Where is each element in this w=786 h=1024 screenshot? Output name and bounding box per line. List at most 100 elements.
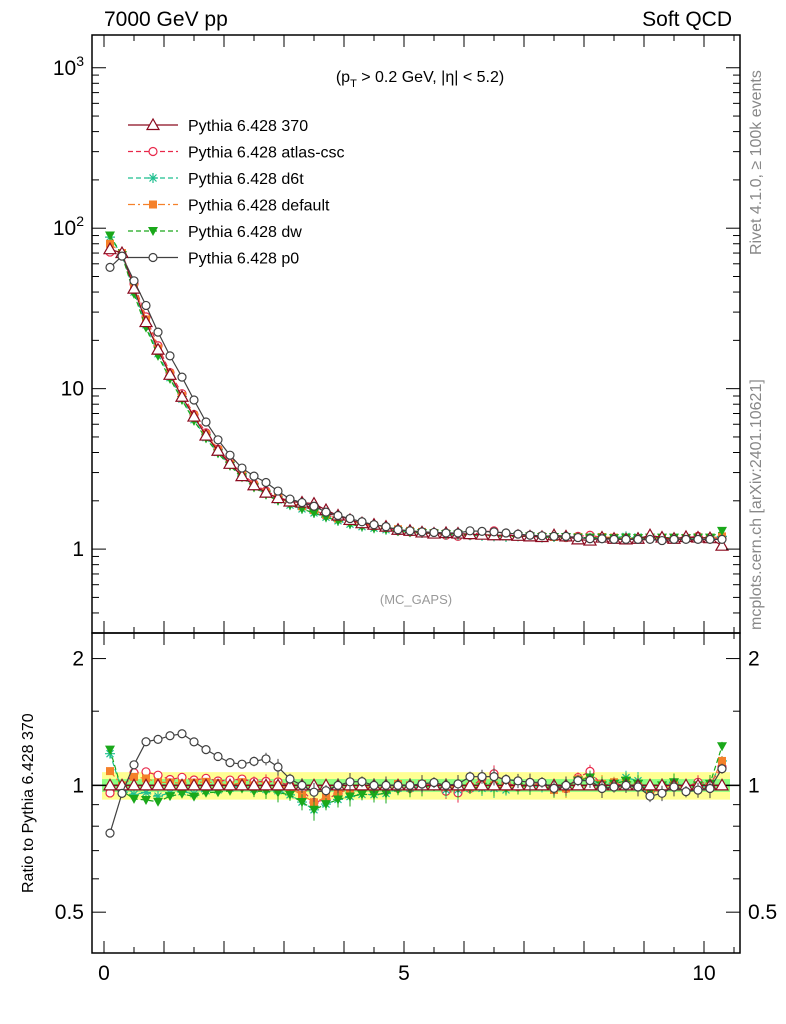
legend-label-dw: Pythia 6.428 dw bbox=[188, 224, 302, 241]
ratio-point-p370 bbox=[474, 778, 490, 791]
data-point-p0 bbox=[693, 534, 703, 544]
data-point-p0 bbox=[309, 501, 319, 511]
data-point-p0 bbox=[513, 529, 523, 539]
ratio-point-dw bbox=[165, 792, 175, 802]
data-point-p370 bbox=[102, 241, 118, 255]
data-point-p0 bbox=[297, 497, 307, 508]
data-point-p0 bbox=[393, 525, 403, 535]
data-point-p370 bbox=[174, 389, 190, 402]
data-point-p370 bbox=[162, 367, 178, 380]
legend-marker-dw bbox=[148, 227, 158, 236]
ratio-plot-frame bbox=[91, 632, 741, 954]
data-point-p0 bbox=[453, 528, 463, 538]
ratio-point-p0 bbox=[525, 777, 535, 787]
ratio-point-dw bbox=[273, 788, 283, 798]
data-point-p0 bbox=[717, 534, 727, 544]
ratio-point-p0 bbox=[129, 760, 139, 770]
ratio-ytick-label: 1 bbox=[72, 774, 84, 797]
data-point-dw bbox=[717, 526, 727, 536]
series-line-atlas_csc bbox=[109, 251, 723, 541]
data-point-p0 bbox=[213, 435, 223, 445]
ratio-point-p0 bbox=[369, 780, 379, 790]
data-point-p0 bbox=[705, 534, 715, 544]
ratio-point-p0 bbox=[513, 776, 523, 786]
xtick-label: 0 bbox=[98, 962, 110, 985]
ratio-point-p370 bbox=[462, 778, 478, 791]
ratio-point-p0 bbox=[285, 774, 295, 784]
data-point-p0 bbox=[525, 530, 535, 540]
data-point-p0 bbox=[321, 507, 331, 517]
ratio-point-p0 bbox=[393, 780, 403, 790]
header-right-label: Soft QCD bbox=[642, 8, 732, 31]
ratio-point-p0 bbox=[117, 788, 127, 798]
data-point-p0 bbox=[501, 528, 511, 538]
data-point-p0 bbox=[177, 372, 187, 382]
data-point-p0 bbox=[105, 262, 115, 272]
ratio-point-p0 bbox=[597, 783, 607, 794]
ratio-point-p370 bbox=[222, 778, 238, 791]
data-point-p0 bbox=[681, 534, 691, 544]
ratio-line-dw bbox=[109, 746, 723, 811]
legend-item-d6t: Pythia 6.428 d6t bbox=[128, 171, 304, 188]
ratio-point-p370 bbox=[270, 778, 286, 791]
ratio-point-p0 bbox=[477, 772, 487, 782]
data-point-p0 bbox=[633, 534, 643, 544]
ratio-point-p370 bbox=[198, 778, 214, 791]
ratio-point-p0 bbox=[201, 745, 211, 755]
main-ytick-label: 1 bbox=[72, 538, 84, 561]
data-point-p0 bbox=[189, 395, 199, 405]
data-point-p0 bbox=[153, 327, 163, 337]
ratio-point-p0 bbox=[657, 788, 667, 798]
ratio-point-p0 bbox=[681, 787, 691, 797]
ratio-point-p370 bbox=[138, 778, 154, 791]
ratio-point-p0 bbox=[249, 756, 259, 767]
data-point-p0 bbox=[285, 494, 295, 504]
ratio-point-dw bbox=[369, 790, 379, 800]
ratio-point-p0 bbox=[177, 729, 187, 739]
ratio-point-p0 bbox=[501, 774, 511, 785]
series-atlas_csc bbox=[105, 247, 727, 544]
xtick-label: 10 bbox=[692, 962, 715, 985]
ratio-point-p0 bbox=[105, 828, 115, 838]
data-point-p370 bbox=[138, 314, 154, 328]
ratio-point-dw bbox=[105, 745, 115, 755]
legend-label-d6t: Pythia 6.428 d6t bbox=[188, 171, 304, 188]
ratio-point-p0 bbox=[549, 783, 559, 793]
data-point-p370 bbox=[210, 443, 226, 456]
plot-frames bbox=[91, 34, 741, 954]
data-point-p0 bbox=[141, 300, 151, 311]
data-point-p0 bbox=[621, 534, 631, 544]
data-point-p0 bbox=[585, 534, 595, 544]
data-point-p0 bbox=[129, 276, 139, 286]
ratio-point-p0 bbox=[273, 762, 283, 772]
ratio-point-p0 bbox=[465, 772, 475, 782]
ratio-point-dw bbox=[309, 805, 319, 815]
data-point-p0 bbox=[117, 251, 127, 261]
series-line-d6t bbox=[109, 236, 723, 539]
data-point-dw bbox=[105, 231, 115, 241]
legend-item-p0: Pythia 6.428 p0 bbox=[128, 251, 299, 268]
data-point-p0 bbox=[261, 477, 271, 488]
analysis-watermark: (MC_GAPS) bbox=[380, 592, 452, 607]
ratio-point-p370 bbox=[282, 778, 298, 791]
legend-marker-default bbox=[149, 200, 157, 209]
ratio-point-p0 bbox=[609, 782, 619, 792]
ratio-point-p0 bbox=[561, 780, 571, 790]
ratio-point-dw bbox=[141, 796, 151, 806]
data-point-p0 bbox=[357, 517, 367, 527]
ratio-series-p0 bbox=[105, 729, 727, 838]
data-point-p370 bbox=[150, 342, 166, 355]
ratio-point-default bbox=[718, 756, 726, 765]
ratio-point-p0 bbox=[141, 737, 151, 747]
ratio-point-p0 bbox=[357, 777, 367, 787]
data-point-p0 bbox=[441, 528, 451, 538]
ratio-line-atlas_csc bbox=[109, 766, 723, 803]
xtick-label: 5 bbox=[398, 962, 410, 985]
ratio-point-p0 bbox=[417, 779, 427, 789]
ratio-point-p0 bbox=[345, 777, 355, 787]
legend-label-default: Pythia 6.428 default bbox=[188, 198, 330, 215]
data-point-p0 bbox=[201, 417, 211, 427]
legend-item-dw: Pythia 6.428 dw bbox=[128, 224, 302, 241]
series-default bbox=[106, 239, 726, 543]
